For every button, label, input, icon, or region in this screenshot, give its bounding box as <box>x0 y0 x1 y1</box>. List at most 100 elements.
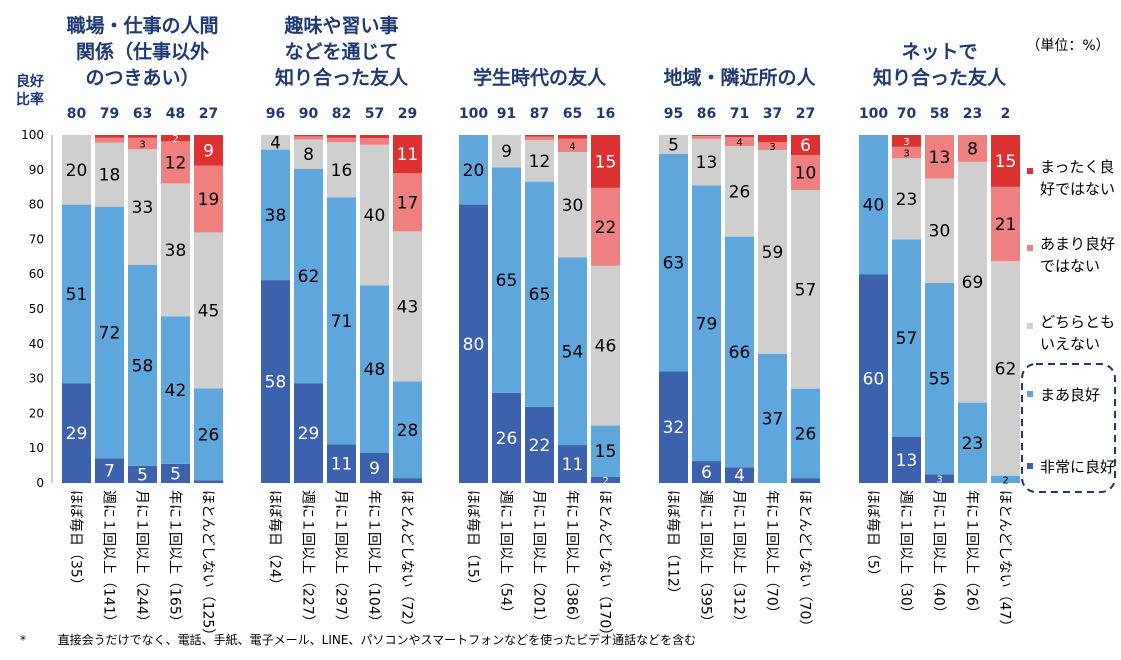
data-label: 9 <box>501 142 512 162</box>
data-label: 63 <box>663 254 685 274</box>
data-label: 62 <box>298 267 320 287</box>
data-label: 23 <box>962 434 984 454</box>
bar-segment <box>194 388 223 481</box>
bar-segment <box>558 135 587 139</box>
good-ratio-label: 2 <box>1001 106 1011 122</box>
data-label: 33 <box>132 198 154 218</box>
category-label: ほぼ毎日（5） <box>865 490 881 583</box>
good-ratio-label: 27 <box>796 106 815 122</box>
category-label: 月に１回以上（297） <box>333 490 349 629</box>
category-label: ほぼ毎日（15） <box>465 490 481 592</box>
data-label: 4 <box>569 141 575 152</box>
data-label: 7 <box>104 462 115 482</box>
bar-segment <box>859 135 888 275</box>
data-label: 3 <box>769 142 775 153</box>
bar-segment <box>95 137 124 143</box>
data-label: 11 <box>331 455 353 475</box>
bar-segment <box>62 135 91 205</box>
data-label: 5 <box>137 465 148 485</box>
data-label: 54 <box>562 342 584 362</box>
bar-segment <box>991 260 1020 476</box>
bar-segment <box>62 383 91 483</box>
bar-segment <box>791 388 820 479</box>
bar-segment <box>294 139 323 169</box>
bar-segment <box>95 458 124 483</box>
data-label: 18 <box>99 166 121 186</box>
bar-segment <box>758 135 787 143</box>
data-label: 46 <box>595 337 617 357</box>
data-label: 10 <box>795 164 817 184</box>
bar-segment <box>892 135 921 147</box>
data-label: 69 <box>962 273 984 293</box>
bar-segment <box>892 239 921 437</box>
data-label: 15 <box>595 442 617 462</box>
group-title: のつきあい） <box>85 66 199 89</box>
bar-segment <box>393 381 422 479</box>
category-label: 月に１回以上（40） <box>931 490 947 620</box>
bar-segment <box>128 149 157 265</box>
category-label: 週に１回以上（141） <box>101 490 117 629</box>
bar-segment <box>991 135 1020 187</box>
data-label: 3 <box>139 140 145 151</box>
bar-segment <box>692 185 721 462</box>
group-title: 職場・仕事の人間 <box>66 14 218 37</box>
bar-segment <box>95 206 124 459</box>
bar-segment <box>725 135 754 138</box>
bar-segment <box>758 149 787 354</box>
data-label: 65 <box>496 271 518 291</box>
legend-label: 非常に良好 <box>1040 458 1115 476</box>
bar-segment <box>991 186 1020 261</box>
data-label: 22 <box>595 218 617 238</box>
category-label: 月に１回以上（244） <box>134 490 150 629</box>
bar-segment <box>892 436 921 483</box>
data-label: 4 <box>734 466 745 486</box>
data-label: 15 <box>595 152 617 172</box>
bar-segment <box>692 136 721 139</box>
y-tick-label: 100 <box>21 128 44 142</box>
data-label: 38 <box>265 206 287 226</box>
good-ratio-label: 29 <box>398 106 417 122</box>
good-ratio-label: 37 <box>763 106 782 122</box>
footnote-mark: * <box>20 633 26 647</box>
bar-segment <box>725 467 754 483</box>
data-label: 4 <box>270 133 281 153</box>
footnote: * 直接会うだけでなく、電話、手紙、電子メール、LINE、パソコンやスマートフォ… <box>20 631 696 648</box>
bar-segment <box>261 149 290 281</box>
data-label: 9 <box>203 141 214 161</box>
data-label: 19 <box>198 190 220 210</box>
good-ratio-label: 82 <box>332 106 351 122</box>
bar-segment <box>128 264 157 466</box>
bar-segment <box>525 135 554 137</box>
data-label: 26 <box>795 424 817 444</box>
data-label: 51 <box>66 285 88 305</box>
bar-segment <box>161 463 190 483</box>
data-label: 20 <box>463 161 485 181</box>
data-label: 13 <box>696 153 718 173</box>
bar-segment <box>327 142 356 198</box>
bar-segment <box>360 285 389 453</box>
y-tick-label: 30 <box>29 372 44 386</box>
category-label: 週に１回以上（54） <box>498 490 514 620</box>
legend-label: まあ良好 <box>1040 386 1100 404</box>
bar-segment <box>360 138 389 145</box>
bar-segment <box>692 135 721 137</box>
good-ratio-label: 95 <box>664 106 683 122</box>
y-tick-label: 70 <box>29 232 44 246</box>
bar-segment <box>128 137 157 150</box>
data-label: 72 <box>99 323 121 343</box>
good-ratio-label: 100 <box>459 106 488 122</box>
bar-segment <box>791 478 820 483</box>
bar-segment <box>393 173 422 232</box>
bar-segment <box>261 280 290 483</box>
group-title: 知り合った友人 <box>873 66 1007 89</box>
legend-swatch <box>1027 323 1033 329</box>
bar-segment <box>925 178 954 283</box>
data-label: 29 <box>298 424 320 444</box>
data-label: 60 <box>863 370 885 390</box>
data-label: 16 <box>331 161 353 181</box>
data-label: 13 <box>929 148 951 168</box>
category-label: 年に１回以上（104） <box>366 490 382 629</box>
data-label: 30 <box>929 222 951 242</box>
bar-segment <box>327 197 356 445</box>
